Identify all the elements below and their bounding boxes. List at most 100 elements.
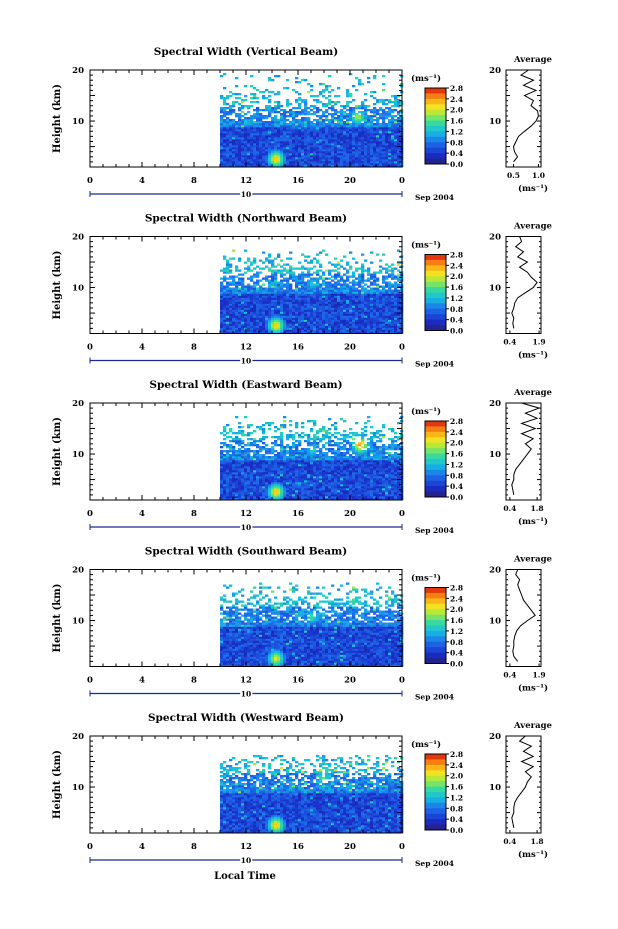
heatmap-cell <box>382 109 386 112</box>
heatmap-cell <box>283 323 287 326</box>
heatmap-cell <box>259 289 263 292</box>
heatmap-cell <box>367 494 371 497</box>
heatmap-cell <box>247 303 251 306</box>
heatmap-cell <box>310 105 314 108</box>
heatmap-cell <box>280 490 284 493</box>
heatmap-cell <box>274 311 278 314</box>
heatmap-cell <box>229 113 233 116</box>
heatmap-cell <box>283 157 287 160</box>
heatmap-cell <box>343 482 347 485</box>
heatmap-cell <box>277 127 281 130</box>
heatmap-cell <box>304 476 308 479</box>
heatmap-cell <box>352 315 356 318</box>
heatmap-cell <box>292 107 296 110</box>
heatmap-cell <box>373 476 377 479</box>
heatmap-cell <box>223 269 227 272</box>
heatmap-cell <box>361 303 365 306</box>
colorbar-segment <box>425 308 446 315</box>
heatmap-cell <box>364 476 368 479</box>
heatmap-cell <box>220 472 224 475</box>
heatmap-cell <box>289 121 293 124</box>
heatmap-cell <box>277 295 281 298</box>
heatmap-cell <box>301 131 305 134</box>
heatmap-cell <box>352 153 356 156</box>
heatmap-cell <box>340 484 344 487</box>
heatmap-cell <box>295 482 299 485</box>
heatmap-cell <box>259 141 263 144</box>
heatmap-cell <box>220 111 224 114</box>
heatmap-cell <box>241 321 245 324</box>
heatmap-cell <box>229 275 233 278</box>
heatmap-cell <box>301 289 305 292</box>
heatmap-cell <box>229 313 233 316</box>
heatmap-cell <box>289 251 293 254</box>
heatmap-cell <box>367 321 371 324</box>
heatmap-cell <box>253 476 257 479</box>
heatmap-cell <box>313 319 317 322</box>
heatmap-cell <box>394 105 398 108</box>
heatmap-cell <box>319 143 323 146</box>
heatmap-cell <box>268 101 272 104</box>
heatmap-cell <box>298 321 302 324</box>
heatmap-cell <box>313 303 317 306</box>
heatmap-cell <box>337 319 341 322</box>
heatmap-cell <box>247 153 251 156</box>
heatmap-cell <box>286 149 290 152</box>
heatmap-cell <box>226 319 230 322</box>
heatmap-cell <box>328 127 332 130</box>
heatmap-cell <box>307 285 311 288</box>
heatmap-cell <box>292 309 296 312</box>
heatmap-cell <box>286 325 290 328</box>
heatmap-cell <box>388 323 392 326</box>
heatmap-cell <box>337 121 341 124</box>
heatmap-cell <box>334 474 338 477</box>
heatmap-cell <box>346 319 350 322</box>
heatmap-cell <box>220 287 224 290</box>
heatmap-cell <box>289 265 293 268</box>
heatmap-cell <box>277 125 281 128</box>
heatmap-cell <box>289 478 293 481</box>
heatmap-cell <box>292 119 296 122</box>
heatmap-cell <box>220 488 224 491</box>
heatmap-cell <box>223 123 227 126</box>
heatmap-cell <box>358 111 362 114</box>
heatmap-cell <box>271 147 275 150</box>
heatmap-cell <box>370 488 374 491</box>
heatmap-cell <box>352 498 356 501</box>
heatmap-cell <box>397 149 401 152</box>
heatmap-cell <box>331 299 335 302</box>
x-tick-label: 20 <box>344 343 356 353</box>
heatmap-cell <box>238 277 242 280</box>
heatmap-cell <box>370 91 374 94</box>
heatmap-cell <box>397 151 401 154</box>
heatmap-cell <box>349 478 353 481</box>
heatmap-cell <box>265 151 269 154</box>
heatmap-cell <box>346 484 350 487</box>
heatmap-cell <box>292 321 296 324</box>
heatmap-cell <box>277 329 281 332</box>
heatmap-cell <box>229 293 233 296</box>
heatmap-cell <box>241 101 245 104</box>
average-frame <box>505 236 542 334</box>
heatmap-cell <box>352 482 356 485</box>
heatmap-cell <box>346 123 350 126</box>
heatmap-cell <box>265 157 269 160</box>
heatmap-cell <box>238 165 242 168</box>
heatmap-cell <box>340 105 344 108</box>
heatmap-cell <box>265 297 269 300</box>
heatmap-cell <box>277 107 281 110</box>
heatmap-cell <box>235 287 239 290</box>
heatmap-cell <box>280 265 284 268</box>
heatmap-cell <box>307 309 311 312</box>
heatmap-cell <box>283 325 287 328</box>
heatmap-cell <box>286 101 290 104</box>
heatmap-cell <box>283 484 287 487</box>
heatmap-cell <box>283 123 287 126</box>
heatmap-cell <box>256 139 260 142</box>
heatmap-cell <box>322 89 326 92</box>
heatmap-cell <box>343 327 347 330</box>
panel-3: Spectral Width (Eastward Beam)2010Height… <box>52 379 553 535</box>
heatmap-cell <box>259 313 263 316</box>
heatmap-cell <box>238 159 242 162</box>
